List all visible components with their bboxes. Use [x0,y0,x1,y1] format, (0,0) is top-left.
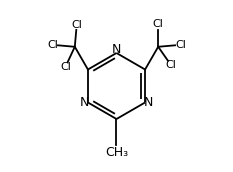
Text: CH₃: CH₃ [105,146,128,159]
Text: Cl: Cl [71,20,82,30]
Text: Cl: Cl [60,62,71,72]
Text: Cl: Cl [47,40,58,50]
Text: N: N [80,96,89,109]
Text: N: N [112,44,121,56]
Text: Cl: Cl [166,60,176,70]
Text: Cl: Cl [175,40,186,50]
Text: N: N [144,96,153,109]
Text: Cl: Cl [153,19,164,29]
